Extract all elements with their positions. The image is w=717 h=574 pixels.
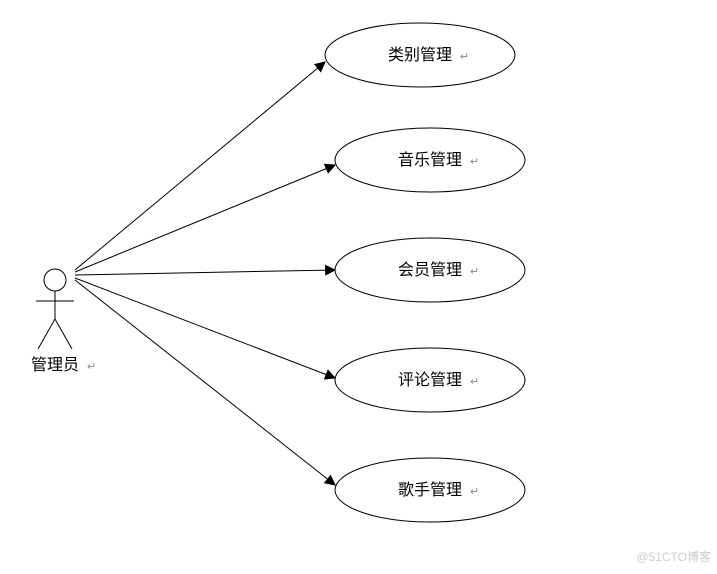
watermark: @51CTO博客 — [636, 548, 711, 565]
association-edge — [75, 270, 335, 275]
use-case-label: 音乐管理 — [398, 151, 462, 169]
diagram-svg: 管理员 ↵ 类别管理 ↵ 音乐管理 ↵ 会员管理 ↵ 评论管理 ↵ 歌手管理 ↵ — [0, 0, 717, 569]
association-edge — [75, 165, 335, 272]
svg-text:↵: ↵ — [470, 266, 479, 278]
actor-label: 管理员 — [31, 356, 79, 374]
association-edge — [75, 280, 335, 485]
use-case-node: 会员管理 ↵ — [335, 238, 525, 302]
actor-admin: 管理员 ↵ — [31, 269, 96, 374]
svg-text:↵: ↵ — [470, 376, 479, 388]
svg-text:↵: ↵ — [460, 51, 469, 63]
use-case-node: 类别管理 ↵ — [325, 23, 515, 87]
svg-text:↵: ↵ — [470, 156, 479, 168]
use-case-node: 歌手管理 ↵ — [335, 458, 525, 522]
use-case-label: 歌手管理 — [398, 481, 462, 499]
use-case-label: 类别管理 — [388, 46, 452, 64]
svg-text:↵: ↵ — [470, 486, 479, 498]
use-case-node: 评论管理 ↵ — [335, 348, 525, 412]
use-case-label: 评论管理 — [398, 371, 462, 389]
use-case-label: 会员管理 — [398, 261, 462, 279]
svg-text:↵: ↵ — [87, 361, 96, 373]
use-case-diagram: 管理员 ↵ 类别管理 ↵ 音乐管理 ↵ 会员管理 ↵ 评论管理 ↵ 歌手管理 ↵ @51CTO博客 — [0, 0, 717, 569]
use-case-node: 音乐管理 ↵ — [335, 128, 525, 192]
association-edge — [75, 278, 335, 378]
association-edge — [75, 62, 325, 270]
